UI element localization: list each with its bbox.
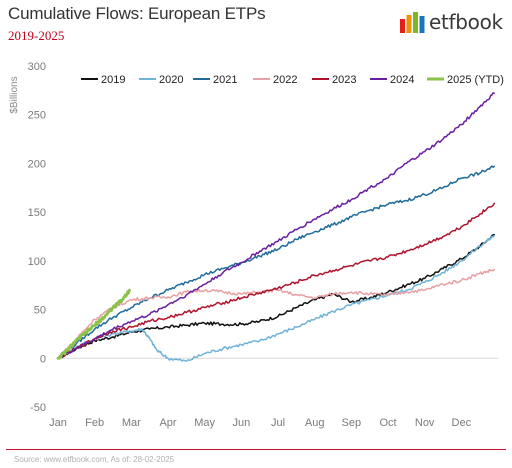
- x-tick-label: Oct: [379, 417, 396, 429]
- etfbook-logo: etfbook: [399, 9, 503, 33]
- x-tick-label: Nov: [415, 417, 435, 429]
- y-tick-label: -50: [30, 402, 46, 414]
- x-tick-label: Dec: [452, 417, 472, 429]
- series-layer: [56, 92, 496, 362]
- y-tick-label: 0: [40, 353, 46, 365]
- y-tick-label: 50: [34, 305, 46, 317]
- x-tick-label: Apr: [159, 417, 176, 429]
- logo-bar-4: [419, 16, 425, 33]
- legend-label-2022: 2022: [273, 74, 297, 86]
- series-line-2021: [57, 165, 496, 360]
- legend-label-2021: 2021: [213, 74, 237, 86]
- x-tick-label: Jan: [49, 417, 67, 429]
- logo-bar-1: [400, 19, 405, 33]
- series-line-2022: [57, 268, 496, 360]
- legend-label-2019: 2019: [101, 74, 125, 86]
- footer-divider: [6, 449, 506, 450]
- y-tick-label: 100: [28, 256, 46, 268]
- logo-wordmark: etfbook: [429, 10, 503, 34]
- y-tick-label: 150: [28, 207, 46, 219]
- axis-layer: -50 0 50 100 150 200 250 300 Jan Feb Mar Apr May Jun J…: [28, 61, 498, 429]
- bar-chart-logo-icon: [400, 12, 425, 33]
- y-tick-label: 300: [28, 61, 46, 73]
- series-line-2025-ytd: [56, 288, 131, 360]
- chart-title: Cumulative Flows: European ETPs: [8, 4, 266, 23]
- series-line-2024: [57, 92, 496, 360]
- logo-bar-3: [413, 12, 418, 33]
- x-tick-label: Mar: [122, 417, 141, 429]
- series-line-2020: [57, 234, 496, 362]
- y-tick-label: 200: [28, 158, 46, 170]
- y-axis-label: $Billions: [9, 76, 20, 114]
- x-tick-label: Feb: [85, 417, 104, 429]
- chart-subtitle: 2019-2025: [8, 28, 65, 43]
- legend-label-2020: 2020: [159, 74, 183, 86]
- x-tick-label: Sep: [342, 417, 362, 429]
- legend-label-2024: 2024: [390, 74, 414, 86]
- x-tick-label: Jun: [232, 417, 250, 429]
- source-note: Source: www.etfbook.com, As of: 28-02-20…: [14, 455, 175, 464]
- legend-label-2023: 2023: [332, 74, 356, 86]
- legend-label-2025-ytd: 2025 (YTD): [447, 74, 504, 86]
- x-tick-label: Aug: [305, 417, 325, 429]
- legend: 2019 2020 2021 2022 2023 2024 2025 (YTD): [81, 74, 504, 86]
- series-line-2023: [57, 202, 496, 360]
- logo-bar-2: [406, 15, 412, 33]
- x-tick-label: Jul: [271, 417, 285, 429]
- y-tick-label: 250: [28, 110, 46, 122]
- x-tick-label: May: [194, 417, 215, 429]
